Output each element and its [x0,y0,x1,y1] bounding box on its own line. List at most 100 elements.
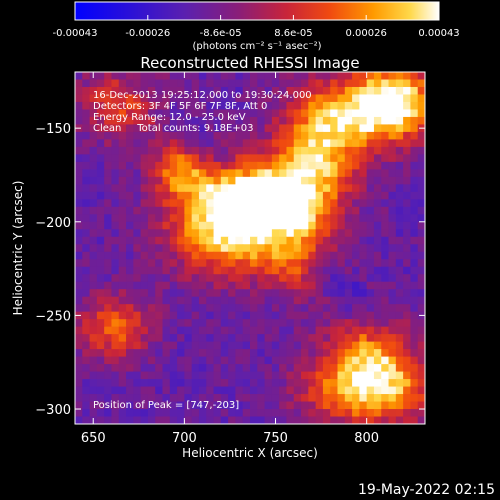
heatmap-cell [126,266,134,275]
heatmap-cell [235,236,244,245]
heatmap-cell [104,94,113,103]
heatmap-cell [337,266,346,275]
heatmap-cell [359,274,368,283]
heatmap-cell [395,109,404,118]
heatmap-cell [381,326,390,335]
heatmap-cell [337,356,346,365]
heatmap-cell [191,206,200,215]
heatmap-cell [366,169,375,178]
heatmap-cell [403,274,412,283]
heatmap-cell [228,236,237,245]
heatmap-cell [104,79,113,88]
heatmap-cell [206,289,215,298]
heatmap-cell [96,169,105,178]
heatmap-cell [213,371,222,380]
heatmap-cell [403,184,412,193]
heatmap-cell [315,94,324,103]
heatmap-cell [169,206,178,215]
heatmap-cell [111,311,120,320]
heatmap-cell [271,364,280,373]
heatmap-cell [140,274,149,283]
heatmap-cell [140,199,149,208]
heatmap-cell [403,401,412,410]
heatmap-cell [417,72,425,81]
heatmap-cell [315,401,324,410]
heatmap-cell [417,394,425,403]
heatmap-cell [344,401,353,410]
heatmap-cell [388,304,397,313]
heatmap-cell [162,386,171,395]
heatmap-cell [286,191,295,200]
heatmap-cell [352,349,360,358]
heatmap-cell [155,236,164,245]
heatmap-cell [373,334,382,343]
heatmap-cell [177,176,185,185]
heatmap-cell [286,221,295,230]
heatmap-cell [242,416,251,424]
heatmap-cell [395,161,404,170]
heatmap-cell [228,356,237,365]
heatmap-cell [330,349,339,358]
heatmap-cell [395,94,404,103]
heatmap-cell [322,386,331,395]
heatmap-cell [206,386,215,395]
heatmap-cell [308,72,317,81]
heatmap-cell [417,131,425,141]
heatmap-cell [147,109,156,118]
heatmap-cell [155,176,164,185]
heatmap-cell [75,146,83,155]
heatmap-cell [228,326,237,335]
heatmap-cell [104,184,113,193]
heatmap-cell [337,364,346,373]
heatmap-cell [417,154,425,163]
heatmap-cell [301,72,309,81]
heatmap-cell [111,101,120,111]
heatmap-cell [315,236,324,245]
heatmap-cell [242,296,251,305]
heatmap-cell [82,79,91,88]
heatmap-cell [395,229,404,238]
heatmap-cell [337,394,346,403]
heatmap-cell [403,296,412,305]
heatmap-cell [206,199,215,208]
heatmap-cell [104,274,113,283]
heatmap-cell [257,79,266,88]
heatmap-cell [213,86,222,96]
heatmap-cell [301,191,309,200]
colorbar-tick-label: 0.00043 [418,28,459,39]
heatmap-cell [126,386,134,395]
heatmap-cell [352,296,360,305]
heatmap-cell [242,401,251,410]
heatmap-cell [352,416,360,424]
heatmap-cell [235,109,244,118]
heatmap-cell [403,289,412,298]
heatmap-cell [330,371,339,380]
heatmap-cell [206,184,215,193]
heatmap-cell [264,184,273,193]
heatmap-cell [118,401,127,410]
heatmap-cell [264,416,273,424]
heatmap-cell [242,176,251,185]
heatmap-cell [344,229,353,238]
heatmap-cell [373,326,382,335]
heatmap-cell [301,94,309,103]
heatmap-cell [220,394,229,403]
heatmap-cell [279,176,288,185]
heatmap-cell [213,364,222,373]
heatmap-cell [366,229,375,238]
heatmap-cell [410,341,419,350]
heatmap-cell [373,371,382,380]
heatmap-cell [133,176,142,185]
heatmap-cell [220,409,229,418]
heatmap-cell [250,79,258,88]
heatmap-cell [191,236,200,245]
heatmap-cell [118,236,127,245]
heatmap-cell [403,214,412,223]
heatmap-cell [279,206,288,215]
heatmap-cell [140,364,149,373]
heatmap-cell [352,311,360,320]
heatmap-cell [293,416,302,424]
heatmap-cell [82,281,91,290]
heatmap-cell [286,72,295,81]
